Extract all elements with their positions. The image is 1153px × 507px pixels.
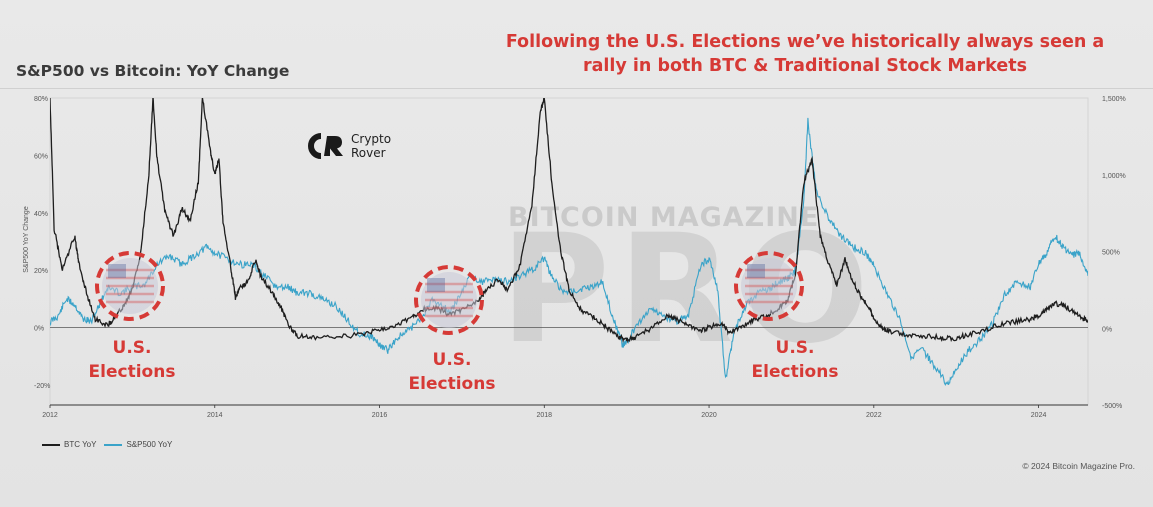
logo-text: Crypto Rover (351, 132, 391, 160)
title-divider (0, 88, 1153, 89)
x-axis-tick-label: 2022 (866, 412, 882, 419)
x-axis-tick-label: 2024 (1031, 412, 1047, 419)
right-axis-tick-label: 0% (1102, 326, 1112, 333)
right-axis-tick-label: 1,500% (1102, 96, 1126, 103)
left-axis-tick-label: 0% (34, 326, 44, 333)
legend-label-spx: S&P500 YoY (126, 440, 173, 449)
x-axis-tick-label: 2020 (701, 412, 717, 419)
x-axis-tick-label: 2014 (207, 412, 223, 419)
right-axis-tick-label: 500% (1102, 250, 1120, 257)
election-flag-canton (427, 278, 445, 292)
legend-item-spx: S&P500 YoY (104, 440, 172, 449)
election-label-line-1: U.S. (775, 338, 815, 358)
election-flag-canton (747, 264, 765, 278)
chart-title: S&P500 vs Bitcoin: YoY Change (16, 62, 290, 80)
left-axis-tick-label: -20% (34, 383, 50, 390)
watermark-text: BITCOIN MAGAZINE (508, 202, 820, 233)
election-flag-canton (108, 264, 126, 278)
copyright: © 2024 Bitcoin Magazine Pro. (1022, 461, 1135, 471)
election-circle (734, 251, 804, 321)
cr-logo-icon (308, 133, 343, 159)
headline-line-1: Following the U.S. Elections we’ve histo… (505, 32, 1105, 52)
series-line-spx (50, 117, 1088, 386)
left-axis-tick-label: 80% (34, 96, 48, 103)
election-label-line-2: Elections (751, 362, 839, 382)
x-axis-tick-label: 2018 (536, 412, 552, 419)
right-axis-tick-label: -500% (1102, 403, 1122, 410)
left-axis-tick-label: 20% (34, 268, 48, 275)
election-circle (414, 265, 484, 335)
legend-swatch-spx (104, 443, 123, 446)
election-circle (95, 251, 165, 321)
plot-area (49, 97, 1089, 406)
election-label-2020: U.S. Elections (743, 336, 847, 384)
left-axis-tick-label: 60% (34, 153, 48, 160)
election-label-2016: U.S. Elections (400, 348, 504, 396)
headline: Following the U.S. Elections we’ve histo… (500, 30, 1110, 78)
x-axis-tick-label: 2016 (372, 412, 388, 419)
election-label-line-2: Elections (88, 362, 176, 382)
election-flag-fill (741, 258, 797, 314)
legend-label-btc: BTC YoY (64, 440, 97, 449)
logo-line-2: Rover (351, 146, 386, 160)
legend-swatch-btc (42, 443, 60, 446)
legend: BTC YoY S&P500 YoY (42, 440, 180, 449)
logo-line-1: Crypto (351, 132, 392, 146)
election-label-line-1: U.S. (432, 350, 472, 370)
election-flag-fill (421, 272, 477, 328)
crypto-rover-logo: Crypto Rover (307, 132, 391, 160)
legend-item-btc: BTC YoY (42, 440, 96, 449)
x-axis-tick-label: 2012 (42, 412, 58, 419)
election-label-line-2: Elections (408, 374, 496, 394)
left-axis-tick-label: 40% (34, 211, 48, 218)
headline-line-2: rally in both BTC & Traditional Stock Ma… (582, 56, 1027, 76)
election-label-2012: U.S. Elections (80, 336, 184, 384)
series-line-btc (50, 98, 1088, 344)
election-label-line-1: U.S. (112, 338, 152, 358)
election-flag-fill (102, 258, 158, 314)
y-axis-label: S&P500 YoY Change (23, 206, 30, 273)
right-axis-tick-label: 1,000% (1102, 173, 1126, 180)
